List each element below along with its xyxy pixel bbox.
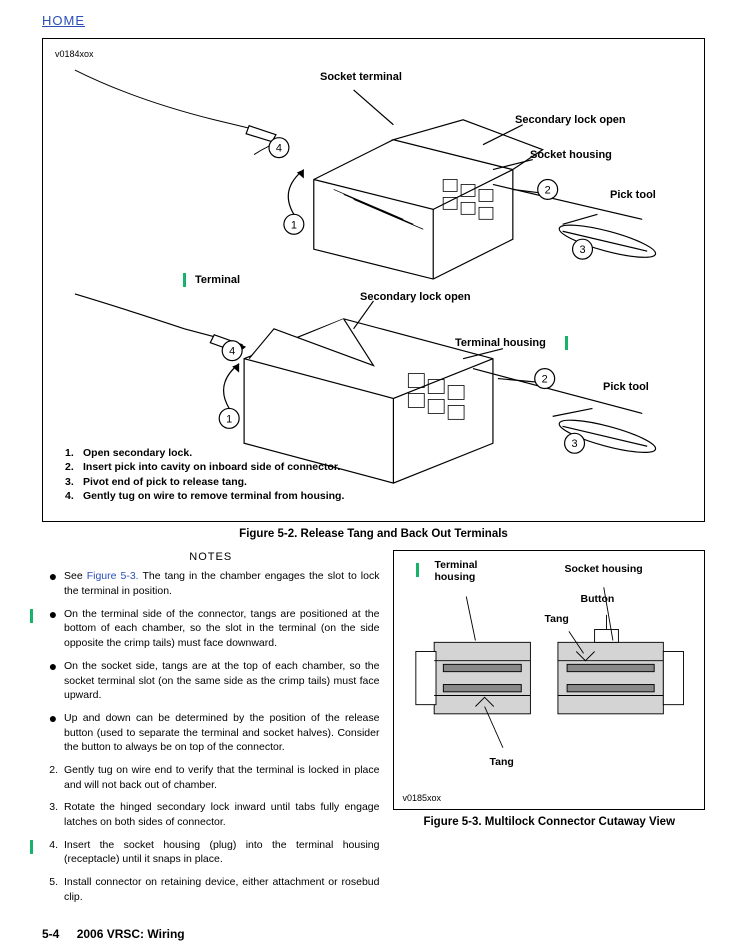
figure-52-ref: v0184xox: [55, 49, 692, 59]
note-numbered: 4.Insert the socket housing (plug) into …: [42, 838, 379, 867]
label-terminal-housing: Terminal housing: [455, 337, 546, 349]
label-pick-tool-1: Pick tool: [610, 189, 656, 201]
figure-53-box: Terminal housing Socket housing Button T…: [393, 550, 705, 810]
label-secondary-lock-open-1: Secondary lock open: [515, 114, 626, 126]
svg-text:3: 3: [572, 438, 578, 450]
svg-text:1: 1: [291, 219, 297, 231]
note-bullet: ●On the terminal side of the connector, …: [42, 607, 379, 651]
figure-link[interactable]: Figure 5-3.: [87, 570, 139, 582]
svg-text:2: 2: [542, 374, 548, 386]
svg-text:4: 4: [229, 346, 235, 358]
svg-text:4: 4: [276, 143, 282, 155]
note-bullet: ●On the socket side, tangs are at the to…: [42, 659, 379, 703]
notes-title: NOTES: [42, 550, 379, 565]
green-marker-2: [565, 336, 568, 350]
figure-52-steps: 1.Open secondary lock.2.Insert pick into…: [65, 446, 344, 503]
note-numbered: 2.Gently tug on wire end to verify that …: [42, 763, 379, 792]
figure-52-diagram: 1 4 2 3 1 4 2 3 Socket terminal Secondar…: [55, 59, 692, 509]
svg-text:2: 2: [545, 184, 551, 196]
label-pick-tool-2: Pick tool: [603, 381, 649, 393]
figure-53-caption: Figure 5-3. Multilock Connector Cutaway …: [393, 816, 705, 828]
label-socket-terminal: Socket terminal: [320, 71, 402, 83]
figure-52-box: v0184xox: [42, 38, 705, 522]
page-footer: 5-4 2006 VRSC: Wiring: [42, 927, 185, 941]
svg-text:1: 1: [226, 413, 232, 425]
notes-column: NOTES ●See Figure 5-3. The tang in the c…: [42, 550, 379, 912]
note-bullet: ●See Figure 5-3. The tang in the chamber…: [42, 569, 379, 598]
footer-title: 2006 VRSC: Wiring: [77, 927, 185, 941]
change-bar: [30, 840, 33, 854]
green-marker-1: [183, 273, 186, 287]
note-numbered: 3.Rotate the hinged secondary lock inwar…: [42, 800, 379, 829]
figure-52-step: 2.Insert pick into cavity on inboard sid…: [65, 460, 344, 474]
label-terminal: Terminal: [195, 274, 240, 286]
figure-52-step: 3.Pivot end of pick to release tang.: [65, 475, 344, 489]
figure-52-step: 4.Gently tug on wire to remove terminal …: [65, 489, 344, 503]
change-bar: [30, 609, 33, 623]
svg-text:3: 3: [579, 244, 585, 256]
figure-52-caption: Figure 5-2. Release Tang and Back Out Te…: [42, 528, 705, 540]
home-link[interactable]: HOME: [42, 13, 85, 28]
label-secondary-lock-open-2: Secondary lock open: [360, 291, 471, 303]
figure-52-step: 1.Open secondary lock.: [65, 446, 344, 460]
label-socket-housing: Socket housing: [530, 149, 612, 161]
note-bullet: ●Up and down can be determined by the po…: [42, 711, 379, 755]
note-numbered: 5.Install connector on retaining device,…: [42, 875, 379, 904]
figure-53-ref: v0185xox: [402, 793, 441, 803]
page-number: 5-4: [42, 927, 59, 941]
